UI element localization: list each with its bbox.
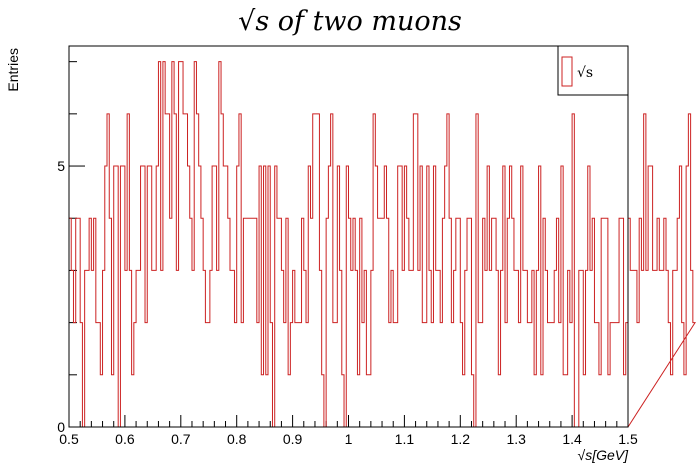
y-tick-label: 5 bbox=[57, 158, 65, 174]
legend-label: √s bbox=[577, 65, 593, 81]
x-tick-label: 1.4 bbox=[562, 431, 582, 447]
y-tick-label: 0 bbox=[57, 419, 65, 435]
x-tick-label: 0.9 bbox=[283, 431, 303, 447]
x-tick-label: 1.5 bbox=[618, 431, 638, 447]
x-tick-label: 0.5 bbox=[59, 431, 79, 447]
y-axis-label: Entries bbox=[5, 48, 21, 92]
x-tick-label: 0.7 bbox=[171, 431, 191, 447]
legend-box bbox=[557, 45, 629, 96]
tick-labels: 0.5 0.6 0.7 0.8 0.9 1 1.1 1.2 1.3 1.4 1.5 0 5 bbox=[57, 158, 638, 447]
x-tick-label: 1.3 bbox=[506, 431, 526, 447]
x-tick-label: 0.6 bbox=[115, 431, 135, 447]
x-tick-label: 1.1 bbox=[395, 431, 415, 447]
x-tick-label: 1 bbox=[345, 431, 353, 447]
legend: √s bbox=[557, 45, 629, 96]
x-tick-label: 1.2 bbox=[451, 431, 471, 447]
x-axis-label: √s[GeV] bbox=[578, 447, 630, 463]
legend-swatch bbox=[561, 56, 573, 87]
chart-title: √s of two muons bbox=[238, 6, 462, 37]
plot-frame bbox=[68, 45, 629, 428]
x-tick-label: 0.8 bbox=[227, 431, 247, 447]
histogram-line bbox=[68, 61, 696, 428]
